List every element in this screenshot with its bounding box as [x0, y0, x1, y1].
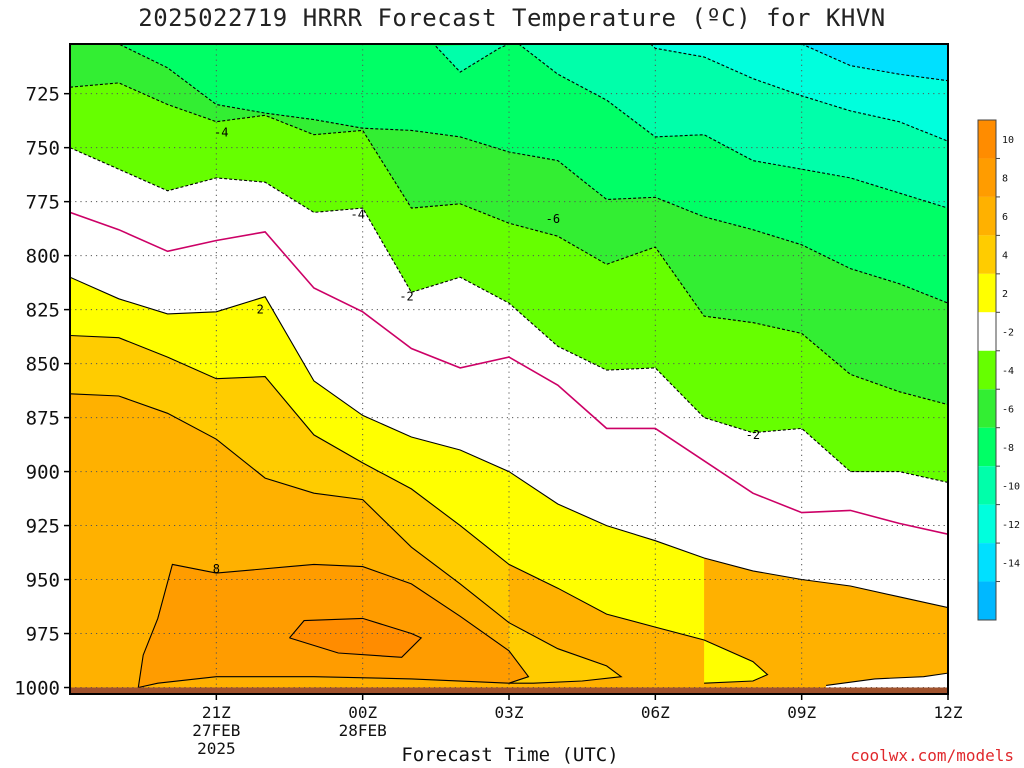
- colorbar-swatch: [978, 581, 996, 620]
- y-tick-label: 825: [26, 300, 60, 322]
- colorbar-label: 4: [1002, 251, 1008, 262]
- contour-label-5: -6: [546, 212, 560, 226]
- colorbar-label: -14: [1002, 558, 1020, 569]
- band-pocket: [826, 673, 948, 692]
- colorbar-label: -2: [1002, 328, 1014, 339]
- contour-label-1: 2: [257, 303, 264, 317]
- chart-title: 2025022719 HRRR Forecast Temperature (ºC…: [138, 4, 886, 32]
- colorbar-label: -10: [1002, 481, 1020, 492]
- contour-label-3: -4: [351, 208, 365, 222]
- contour-line-4: [70, 276, 948, 609]
- credit-text: coolwx.com/models: [850, 746, 1014, 765]
- contour-label-4: -2: [399, 290, 413, 304]
- colorbar-label: 8: [1002, 174, 1008, 185]
- y-tick-label: 800: [26, 246, 60, 268]
- contour-line-6: [70, 211, 948, 536]
- contour-line-2: [70, 393, 623, 684]
- x-tick-label: 21Z: [202, 703, 231, 722]
- contour-line-8: [70, 82, 948, 406]
- contour-line-1: [289, 617, 423, 658]
- contour-line-7: [70, 147, 948, 483]
- colorbar-swatch: [978, 466, 996, 505]
- colorbar-label: -8: [1002, 443, 1014, 454]
- contour-line-3: [70, 334, 769, 684]
- contour-line-11: [518, 44, 948, 209]
- contour-line-12: [650, 44, 948, 142]
- x-tick-sublabel: 2025: [197, 739, 236, 758]
- colorbar-label: -12: [1002, 520, 1020, 531]
- y-tick-label: 925: [26, 516, 60, 538]
- colorbar-label: -6: [1002, 404, 1014, 415]
- y-tick-label: 950: [26, 570, 60, 592]
- x-tick-sublabel: 28FEB: [339, 721, 387, 740]
- contour-label-2: -4: [214, 126, 228, 140]
- colorbar-swatch: [978, 389, 996, 428]
- y-tick-label: 975: [26, 624, 60, 646]
- contour-line-5: [826, 672, 948, 686]
- colorbar-swatch: [978, 273, 996, 313]
- colorbar-label: 6: [1002, 212, 1008, 223]
- colorbar-swatch: [978, 196, 996, 236]
- colorbar-swatch: [978, 312, 996, 351]
- x-tick-sublabel: 27FEB: [192, 721, 240, 740]
- colorbar-swatch: [978, 158, 996, 197]
- colorbar-swatch: [978, 427, 996, 467]
- contour-label-0: 8: [213, 562, 220, 576]
- colorbar-label: 10: [1002, 135, 1014, 146]
- colorbar-label: 2: [1002, 289, 1008, 300]
- colorbar-swatch: [978, 543, 996, 582]
- colorbar-label: -4: [1002, 366, 1014, 377]
- colorbar-swatch: [978, 120, 996, 159]
- x-tick-label: 12Z: [934, 703, 963, 722]
- band-fill-9: [801, 44, 948, 81]
- x-axis-label: Forecast Time (UTC): [401, 744, 619, 766]
- contour-line-10: [435, 44, 510, 73]
- y-tick-label: 1000: [14, 678, 60, 700]
- y-tick-label: 900: [26, 462, 60, 484]
- x-tick-label: 06Z: [641, 703, 670, 722]
- fill-layers: [70, 44, 948, 694]
- colorbar-swatch: [978, 350, 996, 390]
- colorbar-swatch: [978, 504, 996, 544]
- x-tick-label: 03Z: [495, 703, 524, 722]
- x-tick-label: 09Z: [787, 703, 816, 722]
- colorbar-swatch: [978, 235, 996, 274]
- y-tick-label: 725: [26, 84, 60, 106]
- contour-line-13: [801, 44, 948, 82]
- contour-line-9: [70, 44, 948, 304]
- contour-line-0: [137, 563, 530, 689]
- y-tick-label: 775: [26, 192, 60, 214]
- y-tick-label: 750: [26, 138, 60, 160]
- x-tick-label: 00Z: [348, 703, 377, 722]
- contour-label-6: -2: [746, 428, 760, 442]
- colorbar-frame: [977, 119, 997, 621]
- y-tick-label: 875: [26, 408, 60, 430]
- ground-strip: [70, 687, 948, 694]
- y-tick-label: 850: [26, 354, 60, 376]
